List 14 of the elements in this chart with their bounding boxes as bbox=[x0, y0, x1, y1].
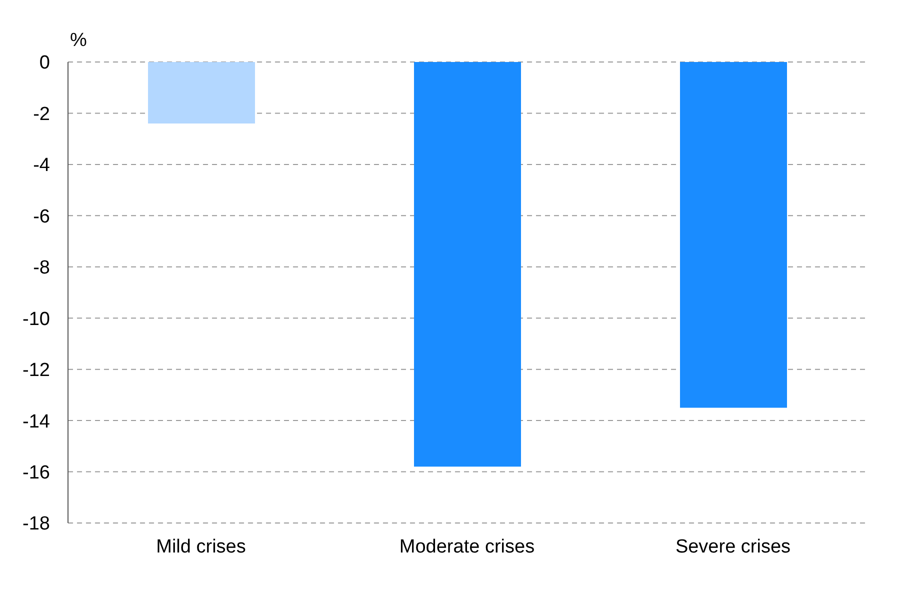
y-tick-label: -6 bbox=[33, 206, 50, 228]
x-tick-label: Moderate crises bbox=[399, 536, 535, 558]
y-tick-label: -10 bbox=[22, 308, 50, 330]
y-tick-label: -14 bbox=[22, 411, 50, 432]
y-axis-title: % bbox=[70, 30, 87, 52]
y-tick-label: 0 bbox=[39, 52, 50, 74]
x-tick-label: Severe crises bbox=[675, 536, 791, 558]
y-tick-label: -12 bbox=[22, 360, 50, 382]
y-tick-label: -18 bbox=[22, 514, 50, 535]
y-tick-label: -2 bbox=[33, 104, 50, 125]
y-tick-label: -8 bbox=[33, 258, 50, 279]
y-tick-label: -16 bbox=[22, 462, 50, 484]
y-tick-label: -4 bbox=[33, 155, 50, 176]
x-tick-label: Mild crises bbox=[156, 536, 246, 558]
